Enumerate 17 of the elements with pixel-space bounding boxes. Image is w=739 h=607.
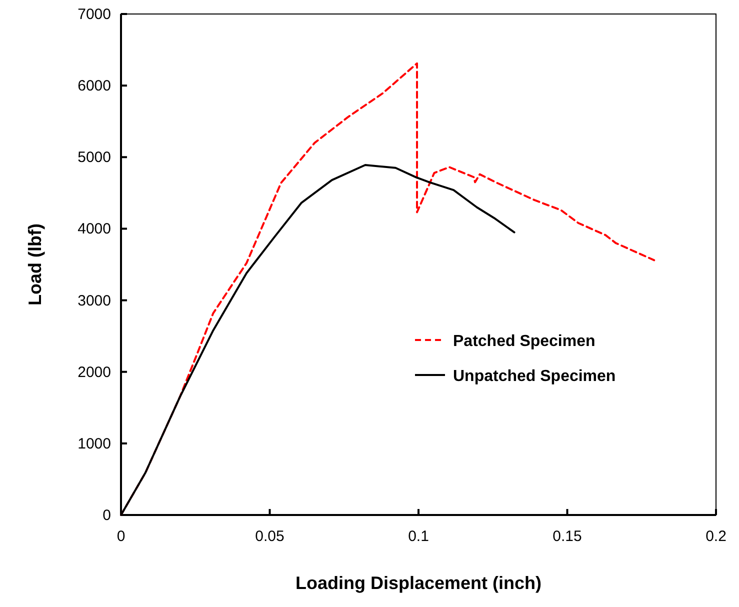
y-tick-label: 5000	[78, 149, 111, 166]
legend-label: Patched Specimen	[453, 333, 596, 350]
x-tick-label: 0.15	[552, 528, 582, 545]
x-axis-title: Loading Displacement (inch)	[295, 573, 542, 593]
legend-label: Unpatched Specimen	[453, 368, 616, 385]
y-tick-label: 0	[102, 507, 111, 524]
y-tick-label: 7000	[78, 6, 111, 23]
x-tick-label: 0.2	[706, 528, 726, 545]
y-axis-title: Load (lbf)	[25, 224, 45, 306]
y-tick-label: 1000	[78, 435, 111, 452]
x-tick-label: 0.05	[255, 528, 284, 545]
y-tick-label: 6000	[78, 78, 111, 95]
y-tick-label: 2000	[78, 364, 111, 381]
x-tick-label: 0	[116, 528, 126, 545]
y-tick-label: 4000	[78, 220, 111, 238]
x-tick-label: 0.1	[408, 528, 429, 545]
y-tick-label: 3000	[78, 292, 111, 310]
